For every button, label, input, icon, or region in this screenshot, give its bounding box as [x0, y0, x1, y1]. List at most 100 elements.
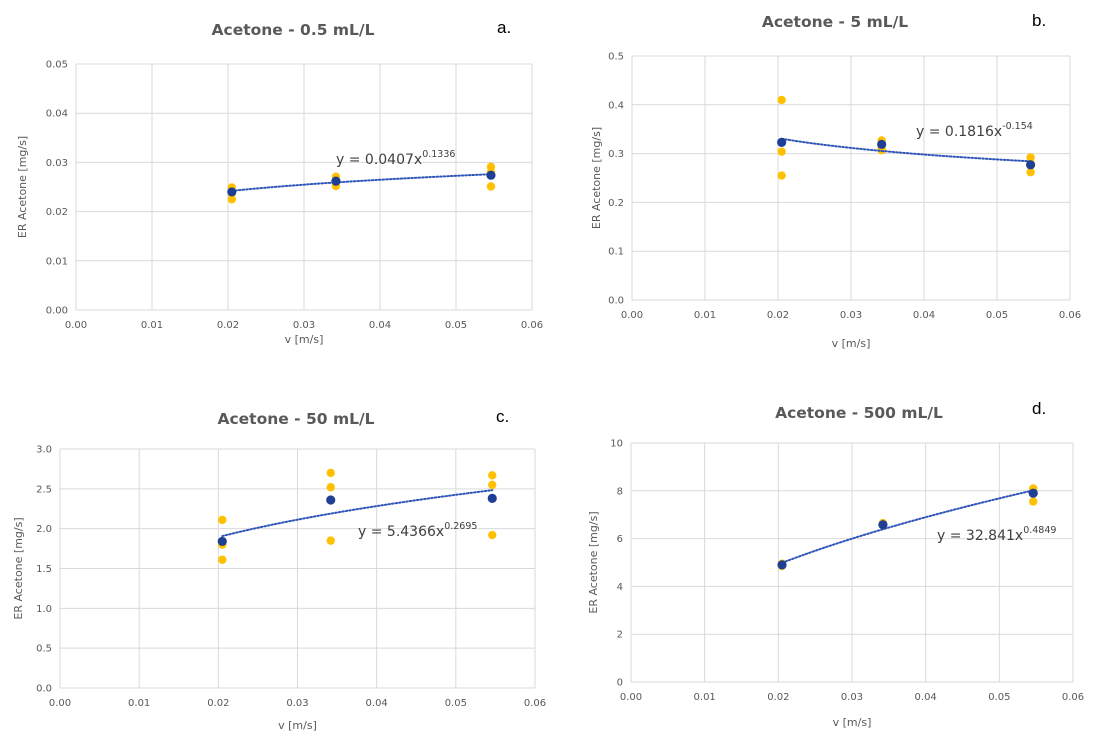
x-axis-label: v [m/s] [832, 337, 871, 350]
mean-point [326, 495, 336, 505]
y-axis-label: ER Acetone [mg/s] [12, 517, 25, 619]
chart-title: Acetone - 0.5 mL/L [212, 21, 375, 39]
replicate-point [326, 536, 335, 545]
y-tick-label: 0.5 [608, 52, 624, 63]
mean-point [1028, 488, 1038, 498]
y-tick-label: 3.0 [36, 445, 52, 456]
x-tick-label: 0.03 [286, 698, 308, 709]
x-tick-label: 0.06 [521, 320, 543, 331]
power-trendline [781, 489, 1035, 564]
y-tick-label: 0.03 [46, 158, 68, 169]
y-tick-label: 0 [617, 678, 623, 689]
x-tick-label: 0.01 [694, 692, 716, 703]
x-tick-label: 0.00 [620, 692, 642, 703]
chart-title: Acetone - 50 mL/L [217, 410, 374, 428]
y-tick-label: 1.5 [36, 564, 52, 575]
x-tick-label: 0.04 [369, 320, 391, 331]
x-tick-label: 0.05 [445, 320, 467, 331]
x-tick-label: 0.01 [694, 310, 716, 321]
y-axis-label: ER Acetone [mg/s] [590, 127, 603, 229]
y-tick-label: 8 [617, 486, 623, 497]
y-tick-label: 0.01 [46, 256, 68, 267]
x-tick-label: 0.00 [49, 698, 71, 709]
equation-exponent: 0.4849 [1023, 525, 1056, 536]
power-trendline [230, 173, 492, 192]
y-tick-label: 10 [610, 439, 623, 450]
equation-base: y = 32.841x [937, 528, 1023, 544]
x-tick-label: 0.03 [840, 310, 862, 321]
power-trendline [221, 489, 494, 538]
x-tick-label: 0.02 [207, 698, 229, 709]
y-tick-label: 0.4 [608, 100, 624, 111]
chart-panel-2: 0.00 0.01 0.02 0.03 0.04 0.05 0.06 0.0 0.1 0.2 0.3… [590, 11, 1081, 350]
replicate-point [1026, 153, 1035, 162]
chart-panel-4: 0.00 0.01 0.02 0.03 0.04 0.05 0.06 0 2 4 6 8 10 Aceto… [587, 399, 1084, 729]
replicate-point [326, 468, 335, 478]
y-tick-label: 4 [617, 582, 623, 593]
x-tick-label: 0.05 [988, 692, 1010, 703]
replicate-point [326, 483, 335, 492]
trendline-equation: y = 32.841x0.4849 [937, 525, 1056, 544]
y-tick-label: 0.00 [46, 306, 68, 317]
x-tick-label: 0.03 [293, 320, 315, 331]
x-tick-label: 0.01 [128, 698, 150, 709]
x-tick-label: 0.02 [217, 320, 239, 331]
x-tick-label: 0.00 [621, 310, 643, 321]
y-tick-label: 0.2 [608, 198, 624, 209]
y-tick-label: 2 [617, 630, 623, 641]
replicate-point [1029, 497, 1038, 506]
mean-point [1025, 160, 1036, 170]
trendline-equation: y = 5.4366x0.2695 [358, 521, 477, 540]
equation-base: y = 5.4366x [358, 524, 444, 540]
y-axis-label: ER Acetone [mg/s] [587, 511, 600, 613]
panel-letter: d. [1032, 399, 1046, 418]
y-tick-label: 0.1 [608, 247, 624, 258]
panel-letter: c. [496, 407, 509, 426]
equation-exponent: 0.1336 [422, 149, 455, 160]
y-tick-label: 1.0 [36, 604, 52, 615]
y-tick-label: 6 [617, 534, 623, 545]
x-tick-label: 0.04 [915, 692, 937, 703]
x-tick-label: 0.02 [767, 692, 789, 703]
chart-panel-1: 0.00 0.01 0.02 0.03 0.04 0.05 0.06 0.00 0.01 0.02… [16, 18, 543, 346]
replicate-point [1026, 167, 1035, 177]
equation-exponent: -0.154 [1002, 121, 1033, 132]
trendline-equation: y = 0.0407x0.1336 [336, 149, 455, 168]
equation-base: y = 0.0407x [336, 152, 422, 168]
x-tick-label: 0.02 [767, 310, 789, 321]
chart-title: Acetone - 5 mL/L [762, 13, 908, 31]
x-tick-label: 0.05 [986, 310, 1008, 321]
replicate-point [486, 182, 496, 191]
replicate-point [777, 95, 786, 105]
chart-title: Acetone - 500 mL/L [775, 404, 943, 422]
panel-letter: b. [1032, 11, 1046, 30]
x-tick-label: 0.04 [366, 698, 388, 709]
mean-point [877, 139, 887, 149]
y-tick-label: 0.3 [608, 149, 624, 160]
replicate-point [777, 147, 786, 156]
y-tick-label: 0.0 [36, 684, 52, 695]
y-axis-label: ER Acetone [mg/s] [16, 136, 29, 238]
mean-point [878, 520, 888, 530]
x-tick-label: 0.06 [524, 698, 546, 709]
panel-letter: a. [497, 18, 511, 37]
x-tick-label: 0.03 [841, 692, 863, 703]
mean-point [486, 170, 496, 180]
replicate-point [218, 515, 227, 525]
chart-panel-3: 0.00 0.01 0.02 0.03 0.04 0.05 0.06 0.0 0.5 1.0 1.5… [12, 407, 546, 732]
y-tick-label: 0.02 [46, 207, 68, 218]
x-axis-label: v [m/s] [278, 719, 317, 732]
power-trendline [780, 137, 1032, 163]
equation-base: y = 0.1816x [916, 124, 1002, 140]
mean-point [331, 176, 341, 186]
x-tick-label: 0.04 [913, 310, 935, 321]
replicate-point [227, 195, 236, 204]
y-tick-label: 0.04 [46, 109, 68, 120]
x-tick-label: 0.06 [1059, 310, 1081, 321]
mean-point [777, 560, 787, 570]
trendline-equation: y = 0.1816x-0.154 [916, 121, 1033, 140]
replicate-point [488, 480, 497, 490]
mean-point [217, 536, 227, 547]
y-tick-label: 0.05 [46, 60, 68, 71]
